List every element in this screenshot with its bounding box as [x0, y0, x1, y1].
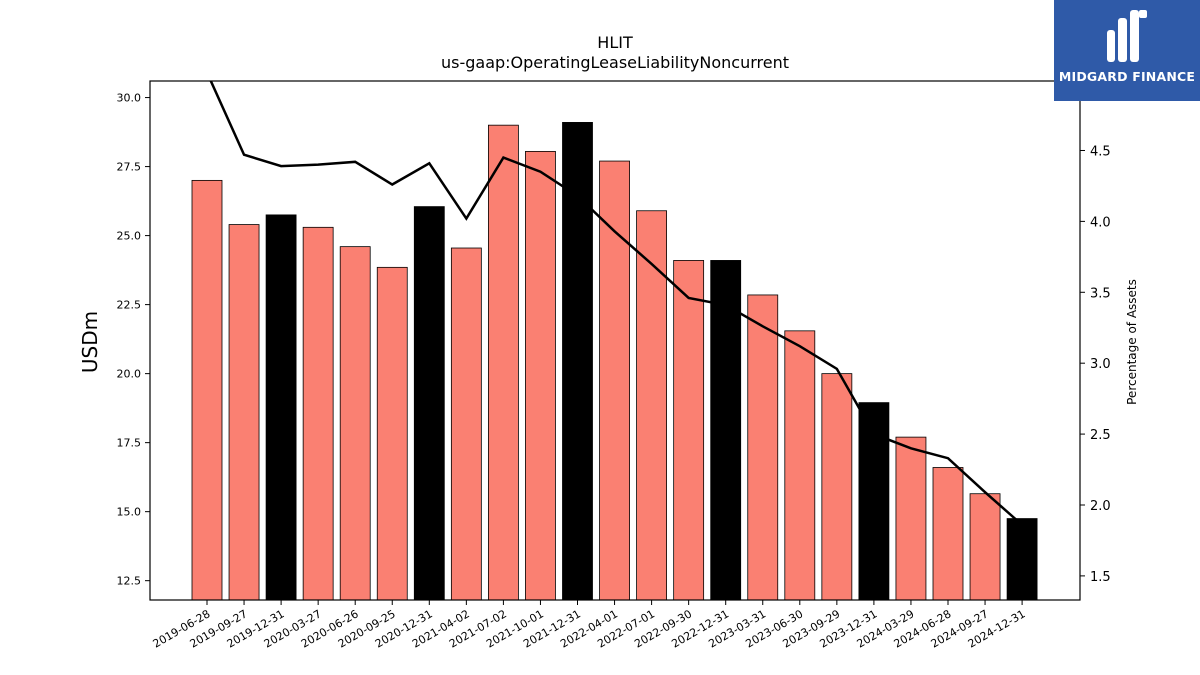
y-tick-label: 27.5	[117, 161, 142, 174]
bar	[932, 467, 964, 601]
bar	[525, 150, 556, 601]
bar	[376, 266, 408, 601]
bar	[747, 294, 779, 601]
brand-name: MIDGARD FINANCE	[1058, 69, 1196, 84]
y-tick-label: 22.5	[117, 299, 142, 312]
bar	[413, 206, 445, 601]
line-series	[209, 81, 1023, 526]
bar	[1006, 518, 1038, 601]
logo-mark-icon	[1107, 10, 1147, 62]
bar	[895, 436, 927, 601]
bar	[599, 160, 630, 601]
bar	[784, 330, 816, 601]
right-axis-label: Percentage of Assets	[1125, 279, 1139, 405]
brand-logo: MIDGARD FINANCE	[1054, 0, 1200, 101]
bar	[450, 247, 482, 601]
bar	[191, 179, 223, 601]
y2-tick-label: 1.5	[1090, 570, 1111, 585]
y-tick-label: 15.0	[117, 506, 142, 519]
y2-tick-label: 4.0	[1090, 215, 1111, 230]
bar	[710, 260, 742, 601]
y2-tick-label: 3.5	[1090, 286, 1111, 301]
y-tick-label: 12.5	[117, 575, 142, 588]
bar	[487, 124, 519, 601]
y2-tick-label: 4.5	[1090, 144, 1111, 159]
bar	[562, 122, 593, 601]
chart-subtitle: us-gaap:OperatingLeaseLiabilityNoncurren…	[441, 53, 789, 72]
y-axis-label: USDm	[78, 311, 102, 373]
y2-tick-label: 2.5	[1090, 428, 1111, 443]
y-tick-label: 25.0	[117, 230, 142, 243]
bars-group	[191, 122, 1038, 601]
bar	[228, 224, 260, 601]
y-tick-label: 20.0	[117, 368, 142, 381]
bar	[636, 210, 667, 601]
bar	[858, 402, 890, 601]
bar	[673, 260, 705, 601]
bar	[265, 214, 297, 601]
y-tick-label: 30.0	[117, 92, 142, 105]
y2-tick-label: 2.0	[1090, 499, 1111, 514]
y2-tick-label: 3.0	[1090, 357, 1111, 372]
bar	[302, 226, 334, 601]
y-tick-label: 17.5	[117, 437, 142, 450]
chart-title: HLIT	[597, 33, 633, 52]
bar	[969, 493, 1001, 601]
bar	[821, 373, 853, 601]
line-group	[209, 81, 1023, 526]
bar	[339, 246, 371, 601]
